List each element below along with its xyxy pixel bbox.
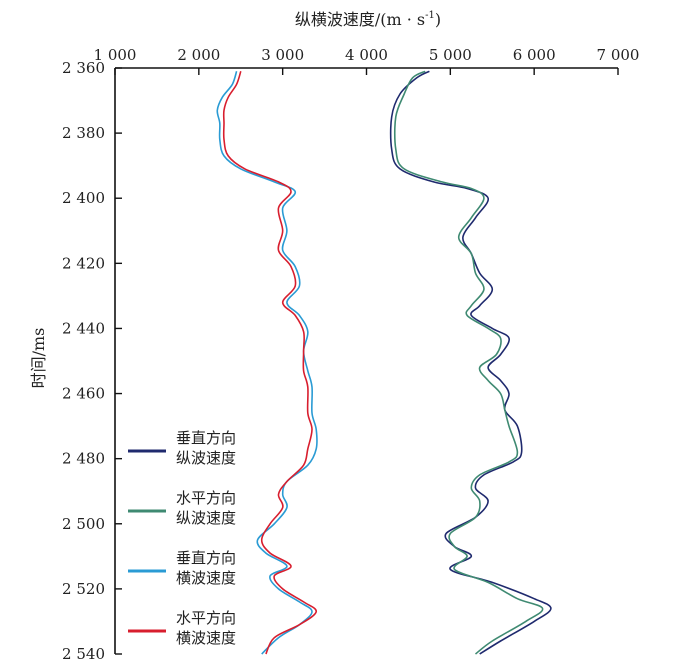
- x-tick-label: 1 000: [94, 46, 137, 64]
- legend-label: 水平方向: [176, 489, 236, 507]
- legend-label: 横波速度: [176, 569, 236, 587]
- x-tick-label: 4 000: [345, 46, 388, 64]
- x-tick-label: 2 000: [177, 46, 220, 64]
- series-line-vertical-p: [389, 70, 552, 655]
- series-line-vertical-s: [216, 71, 318, 655]
- legend-label: 垂直方向: [176, 429, 236, 447]
- y-tick-label: 2 360: [62, 59, 105, 77]
- x-tick-label: 3 000: [261, 46, 304, 64]
- legend-label: 横波速度: [176, 629, 236, 647]
- y-tick-label: 2 500: [62, 515, 105, 533]
- legend-label: 垂直方向: [176, 549, 236, 567]
- y-axis-title: 时间/ms: [29, 328, 48, 389]
- y-axis-ticks: 2 360 2 380 2 400 2 420 2 440 2 460 2 480 2 500…: [62, 59, 122, 663]
- series-line-horizontal-s: [222, 71, 317, 655]
- x-tick-label: 7 000: [597, 46, 640, 64]
- y-tick-label: 2 440: [62, 319, 105, 337]
- legend-label: 纵波速度: [176, 449, 236, 467]
- series-lines: [216, 70, 552, 655]
- x-axis-title: 纵横波速度/(m · s-1): [295, 10, 441, 29]
- y-tick-label: 2 540: [62, 645, 105, 663]
- y-tick-label: 2 420: [62, 254, 105, 272]
- y-tick-label: 2 400: [62, 189, 105, 207]
- axes-frame: [114, 67, 618, 654]
- y-tick-label: 2 520: [62, 580, 105, 598]
- y-tick-label: 2 460: [62, 385, 105, 403]
- series-line-horizontal-p: [393, 70, 544, 655]
- y-tick-label: 2 480: [62, 450, 105, 468]
- legend-label: 纵波速度: [176, 509, 236, 527]
- x-tick-label: 5 000: [429, 46, 472, 64]
- x-axis-ticks: 1 000 2 000 3 000 4 000 5 000 6 000 7 000: [94, 46, 640, 75]
- legend-label: 水平方向: [176, 609, 236, 627]
- y-tick-label: 2 380: [62, 124, 105, 142]
- x-tick-label: 6 000: [513, 46, 556, 64]
